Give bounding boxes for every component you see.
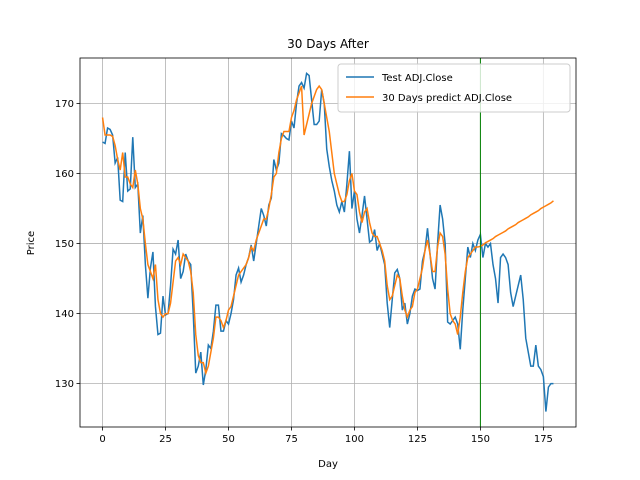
x-tick-label: 175	[534, 434, 553, 445]
series-line	[101, 84, 554, 376]
y-tick-label: 140	[55, 309, 74, 320]
legend-box	[337, 63, 571, 113]
x-tick-label: 50	[222, 434, 235, 445]
y-tick-label: 150	[55, 239, 74, 250]
y-tick-label: 160	[55, 169, 74, 180]
x-tick-label: 75	[285, 434, 298, 445]
x-tick-label: 125	[408, 434, 427, 445]
chart-title: 30 Days After	[287, 37, 369, 51]
y-axis-label: Price	[26, 231, 37, 255]
x-tick-label: 100	[345, 434, 364, 445]
x-tick-label: 25	[159, 434, 172, 445]
x-tick-label: 150	[471, 434, 490, 445]
series-line	[102, 71, 554, 412]
legend-label: 30 Days predict ADJ.Close	[382, 93, 512, 104]
x-axis-label: Day	[318, 459, 338, 470]
x-tick-label: 0	[99, 434, 105, 445]
plot-frame	[79, 57, 577, 428]
y-tick-label: 170	[55, 99, 74, 110]
legend-label: Test ADJ.Close	[381, 73, 453, 84]
y-tick-label: 130	[55, 379, 74, 390]
